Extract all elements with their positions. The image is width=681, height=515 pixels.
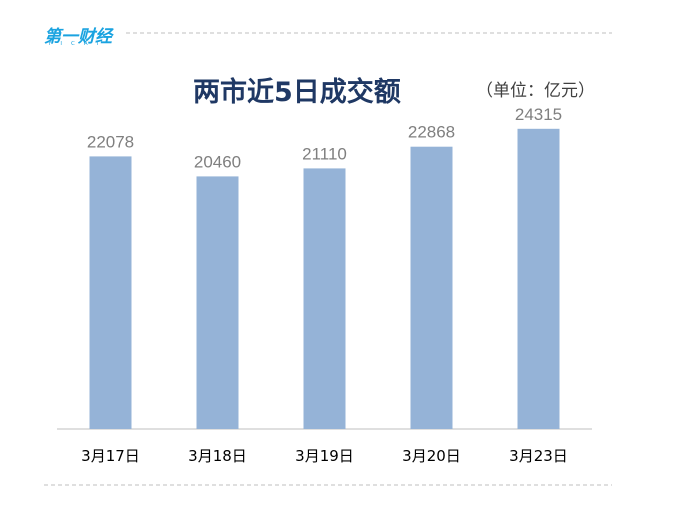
bar-3 bbox=[303, 168, 346, 429]
bar-1 bbox=[89, 156, 132, 429]
bar-4 bbox=[410, 146, 453, 429]
data-label-5: 24315 bbox=[515, 105, 562, 124]
brand-logo-text: 第一财经 bbox=[44, 27, 112, 47]
x-tick-label-3: 3月19日 bbox=[295, 447, 354, 465]
x-tick-label-1: 3月17日 bbox=[81, 447, 140, 465]
data-label-1: 22078 bbox=[87, 132, 134, 151]
data-label-3: 21110 bbox=[302, 144, 347, 163]
x-tick-label-4: 3月20日 bbox=[402, 447, 461, 465]
data-label-2: 20460 bbox=[194, 152, 241, 171]
x-tick-label-5: 3月23日 bbox=[509, 447, 568, 465]
brand-logo-subtext: YICAI bbox=[48, 41, 108, 47]
chart-title: 两市近5日成交额 bbox=[193, 77, 401, 108]
brand-logo: 第一财经 YICAI bbox=[44, 22, 124, 48]
x-tick-label-2: 3月18日 bbox=[188, 447, 247, 465]
chart-unit-label: （单位：亿元） bbox=[476, 81, 595, 101]
bar-2 bbox=[196, 176, 239, 429]
data-label-4: 22868 bbox=[408, 123, 455, 142]
bars-layer: 22078 3月17日 20460 3月18日 21110 3月19日 22868 3月20日… bbox=[81, 105, 568, 465]
bar-5 bbox=[517, 128, 560, 430]
